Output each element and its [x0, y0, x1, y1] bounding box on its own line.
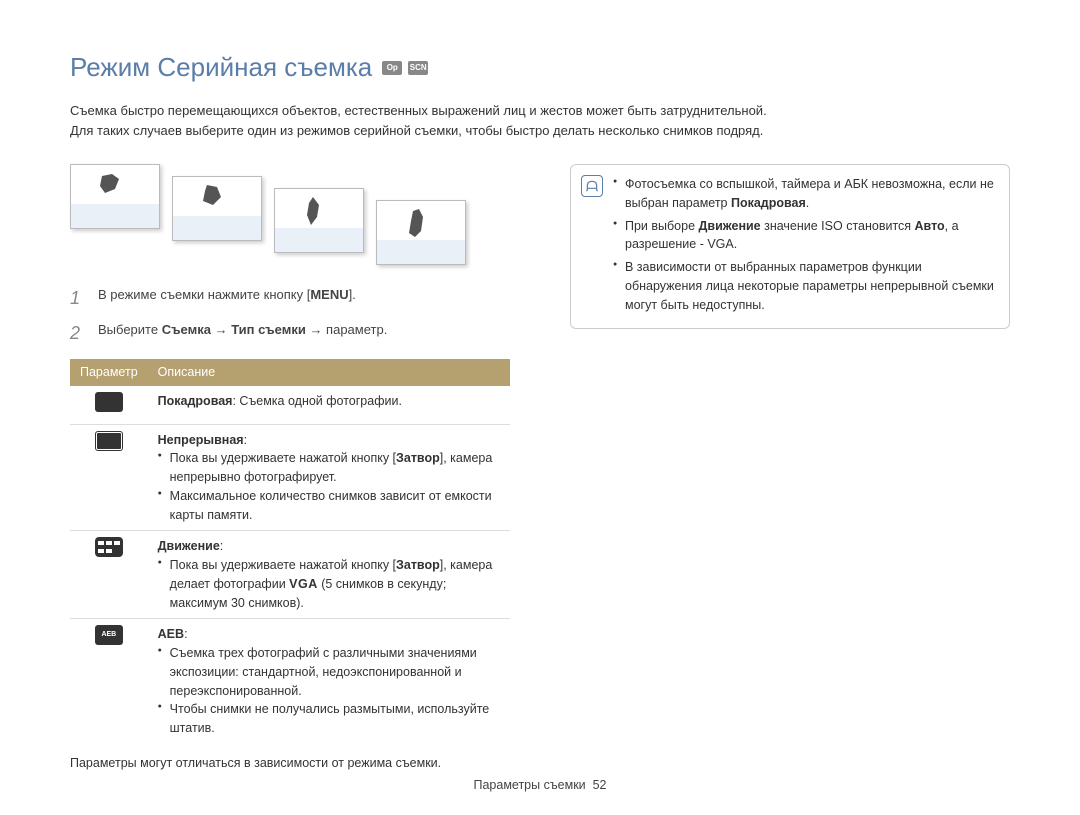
desc-cell: Движение: Пока вы удерживаете нажатой кн… — [148, 531, 510, 619]
info-box: Фотосъемка со вспышкой, таймера и АБК не… — [570, 164, 1010, 329]
steps-list: 1 В режиме съемки нажмите кнопку [MENU].… — [70, 285, 510, 347]
intro-text: Съемка быстро перемещающихся объектов, е… — [70, 101, 1010, 140]
desc-cell: AEB: Съемка трех фотографий с различными… — [148, 619, 510, 744]
list-item: При выборе Движение значение ISO станови… — [613, 217, 995, 255]
mode-icon-op: Op — [382, 61, 402, 75]
step-number: 2 — [70, 320, 86, 347]
th-param: Параметр — [70, 359, 148, 386]
snowboarder-icon — [199, 183, 229, 213]
icon-cell — [70, 619, 148, 744]
snowboarder-icon — [301, 195, 331, 229]
vga-label: VGA — [289, 577, 318, 591]
page-title: Режим Серийная съемка — [70, 48, 372, 87]
thumbnail — [172, 176, 262, 241]
mode-icons: Op SCN — [382, 61, 428, 75]
th-desc: Описание — [148, 359, 510, 386]
list-item: Чтобы снимки не получались размытыми, ис… — [158, 700, 500, 738]
desc-bullets: Съемка трех фотографий с различными знач… — [158, 644, 500, 738]
step-text: Выберите Съемка → Тип съемки → параметр. — [98, 320, 510, 347]
left-column: 1 В режиме съемки нажмите кнопку [MENU].… — [70, 164, 510, 773]
footnote: Параметры могут отличаться в зависимости… — [70, 754, 510, 773]
list-item: Пока вы удерживаете нажатой кнопку [Затв… — [158, 449, 500, 487]
list-item: Фотосъемка со вспышкой, таймера и АБК не… — [613, 175, 995, 213]
footer-label: Параметры съемки — [473, 778, 585, 792]
right-column: Фотосъемка со вспышкой, таймера и АБК не… — [570, 164, 1010, 773]
snowboarder-icon — [97, 171, 127, 201]
thumbnail-strip — [70, 164, 510, 265]
thumbnail — [376, 200, 466, 265]
desc-cell: Непрерывная: Пока вы удерживаете нажатой… — [148, 424, 510, 531]
table-row: Непрерывная: Пока вы удерживаете нажатой… — [70, 424, 510, 531]
info-list: Фотосъемка со вспышкой, таймера и АБК не… — [613, 175, 995, 318]
table-header-row: Параметр Описание — [70, 359, 510, 386]
list-item: Съемка трех фотографий с различными знач… — [158, 644, 500, 700]
info-icon — [581, 175, 603, 197]
continuous-shot-icon — [95, 431, 123, 451]
intro-line-1: Съемка быстро перемещающихся объектов, е… — [70, 103, 767, 118]
list-item: Максимальное количество снимков зависит … — [158, 487, 500, 525]
step-text: В режиме съемки нажмите кнопку [MENU]. — [98, 285, 510, 312]
motion-shot-icon — [95, 537, 123, 557]
desc-cell: Покадровая: Съемка одной фотографии. — [148, 386, 510, 424]
thumbnail — [274, 188, 364, 253]
desc-bullets: Пока вы удерживаете нажатой кнопку [Затв… — [158, 449, 500, 524]
step-2: 2 Выберите Съемка → Тип съемки → парамет… — [70, 320, 510, 347]
title-row: Режим Серийная съемка Op SCN — [70, 48, 1010, 87]
thumbnail — [70, 164, 160, 229]
icon-cell — [70, 386, 148, 424]
footer-page: 52 — [593, 778, 607, 792]
table-row: Покадровая: Съемка одной фотографии. — [70, 386, 510, 424]
mode-icon-scn: SCN — [408, 61, 428, 75]
icon-cell — [70, 424, 148, 531]
params-table: Параметр Описание Покадровая: Съемка одн… — [70, 359, 510, 744]
single-shot-icon — [95, 392, 123, 412]
desc-bullets: Пока вы удерживаете нажатой кнопку [Затв… — [158, 556, 500, 612]
page-footer: Параметры съемки 52 — [0, 776, 1080, 795]
icon-cell — [70, 531, 148, 619]
step-1: 1 В режиме съемки нажмите кнопку [MENU]. — [70, 285, 510, 312]
intro-line-2: Для таких случаев выберите один из режим… — [70, 123, 763, 138]
menu-button-label: MENU — [310, 287, 348, 302]
list-item: В зависимости от выбранных параметров фу… — [613, 258, 995, 314]
table-row: Движение: Пока вы удерживаете нажатой кн… — [70, 531, 510, 619]
aeb-shot-icon — [95, 625, 123, 645]
table-row: AEB: Съемка трех фотографий с различными… — [70, 619, 510, 744]
list-item: Пока вы удерживаете нажатой кнопку [Затв… — [158, 556, 500, 612]
snowboarder-icon — [403, 207, 433, 241]
content-columns: 1 В режиме съемки нажмите кнопку [MENU].… — [70, 164, 1010, 773]
step-number: 1 — [70, 285, 86, 312]
